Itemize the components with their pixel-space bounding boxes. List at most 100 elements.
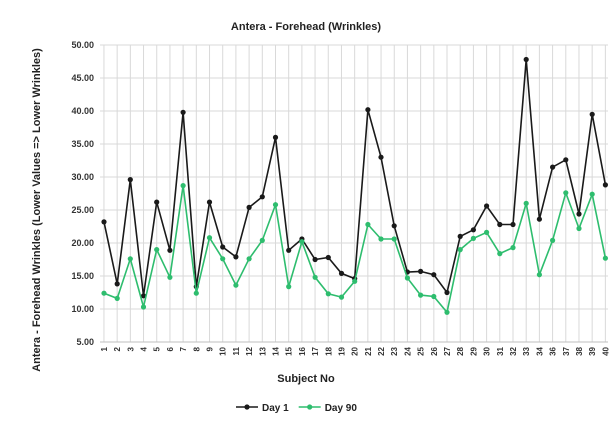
data-point [589,111,595,117]
data-point [431,293,437,300]
data-point [299,239,305,245]
data-point [550,237,556,243]
x-tick-label: 24 [403,346,412,355]
x-tick-label: 2 [113,346,122,351]
x-tick-label: 31 [496,346,505,355]
x-tick-label: 28 [456,346,465,355]
x-axis-ticks: 1 2 3 4 5 6 7 8 9 10 11 12 13 14 15 16 17 18 19 20 21 22 23 24 2… [100,346,610,355]
y-tick-label: 10.00 [71,304,94,314]
data-point [338,270,345,276]
data-point [378,154,384,160]
data-point [272,134,279,140]
data-point [206,199,213,205]
data-point [325,291,331,297]
x-tick-label: 17 [311,346,320,355]
y-tick-label: 50.00 [71,40,94,50]
data-point [154,247,160,253]
y-tick-label: 35.00 [71,139,94,149]
x-tick-label: 22 [377,346,386,355]
x-tick-label: 29 [469,346,478,355]
data-point [127,256,133,262]
grid-lines [100,44,608,343]
series-day-90 [101,183,609,315]
data-point [233,282,239,288]
data-point [418,268,424,274]
x-tick-label: 1 [100,346,109,351]
data-point [352,278,358,284]
x-tick-label: 12 [245,346,254,355]
data-point [497,251,503,257]
data-point [312,274,318,280]
data-point [563,190,569,196]
data-point [193,290,199,296]
data-point [114,295,120,301]
x-tick-label: 14 [271,346,280,355]
data-point [140,304,147,310]
chart-title: Antera - Forehead (Wrinkles) [231,21,381,33]
data-point [418,292,424,298]
x-tick-label: 11 [232,346,241,355]
data-point [602,182,609,188]
x-tick-label: 32 [509,346,518,355]
x-tick-label: 18 [324,346,333,355]
data-point [286,284,292,290]
data-point [140,293,147,299]
data-point [338,294,345,300]
data-point [510,221,516,228]
data-point [563,157,569,163]
x-axis-label: Subject No [277,373,335,385]
data-point [589,191,595,197]
data-point [391,236,397,242]
data-point [510,245,516,251]
y-tick-label: 25.00 [71,205,94,215]
y-tick-label: 20.00 [71,238,94,248]
data-point [325,254,331,261]
data-point [523,200,529,206]
data-point [180,183,186,189]
data-point [259,194,265,200]
data-point [523,56,529,63]
data-point [114,281,120,287]
x-tick-label: 19 [337,346,346,355]
data-point [391,223,397,229]
x-tick-label: 34 [535,346,544,355]
data-point [180,109,186,115]
data-point [536,272,543,278]
legend: Day 1 Day 90 [236,403,357,414]
x-tick-label: 40 [601,346,610,355]
legend-label: Day 1 [262,403,289,414]
data-point [167,274,173,280]
x-tick-label: 10 [219,346,228,355]
y-tick-label: 40.00 [71,106,94,116]
x-tick-label: 33 [522,346,531,355]
data-point [457,233,463,239]
x-tick-label: 9 [206,346,215,351]
data-point [206,235,213,241]
y-tick-label: 15.00 [71,271,94,281]
series-layer [101,56,609,315]
legend-swatch-marker [244,404,250,410]
x-tick-label: 25 [417,346,426,355]
data-point [431,272,437,278]
x-tick-label: 15 [285,346,294,355]
x-tick-label: 13 [258,346,267,355]
data-point [259,237,265,243]
legend-swatch-marker [307,404,313,410]
x-tick-label: 36 [549,346,558,355]
data-point [220,256,226,262]
y-tick-label: 5.00 [76,337,94,347]
data-point [272,202,279,208]
x-tick-label: 7 [179,346,188,351]
data-point [484,203,490,209]
x-tick-label: 4 [140,346,149,351]
data-point [167,247,173,253]
x-tick-label: 5 [153,346,162,351]
data-point [457,247,463,253]
data-point [444,289,450,296]
legend-label: Day 90 [325,403,358,414]
data-point [550,164,556,170]
x-tick-label: 20 [351,346,360,355]
x-tick-label: 6 [166,346,175,351]
